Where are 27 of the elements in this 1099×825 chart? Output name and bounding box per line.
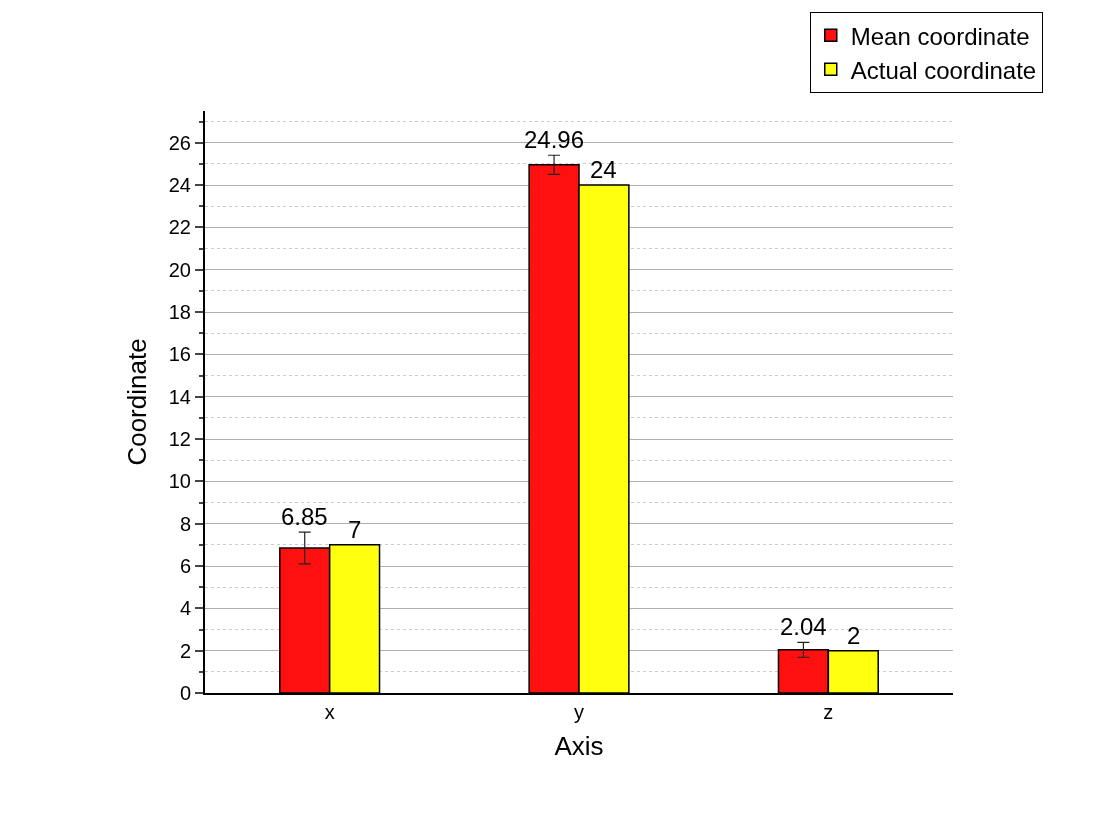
data-label: 2.04 bbox=[780, 613, 827, 640]
y-tick-label: 26 bbox=[168, 131, 191, 154]
y-tick-label: 6 bbox=[179, 555, 191, 578]
x-axis-title: Axis bbox=[554, 731, 604, 762]
data-label: 7 bbox=[348, 516, 362, 543]
y-tick-label: 8 bbox=[179, 512, 191, 535]
y-tick-label: 24 bbox=[168, 174, 191, 197]
y-tick-label: 16 bbox=[168, 343, 191, 366]
y-tick-label: 20 bbox=[168, 258, 191, 281]
x-tick-label: z bbox=[823, 701, 834, 723]
y-tick-label: 22 bbox=[168, 216, 191, 239]
legend-label: Actual coordinate bbox=[850, 56, 1037, 84]
legend-label: Mean coordinate bbox=[850, 22, 1030, 50]
data-label: 6.85 bbox=[281, 503, 328, 530]
y-tick-label: 2 bbox=[179, 639, 191, 662]
y-tick-label: 10 bbox=[168, 470, 191, 493]
y-tick-label: 12 bbox=[168, 428, 191, 451]
data-label: 24.96 bbox=[524, 126, 585, 153]
y-tick-label: 4 bbox=[179, 597, 191, 620]
data-label: 2 bbox=[847, 622, 861, 649]
x-tick-label: x bbox=[324, 701, 335, 723]
y-tick-label: 18 bbox=[168, 301, 191, 324]
y-tick-label: 0 bbox=[179, 682, 191, 704]
y-tick-label: 14 bbox=[168, 385, 191, 408]
y-axis-title: Coordinate bbox=[121, 338, 152, 466]
data-label: 24 bbox=[590, 156, 617, 183]
x-tick-label: y bbox=[574, 701, 584, 723]
